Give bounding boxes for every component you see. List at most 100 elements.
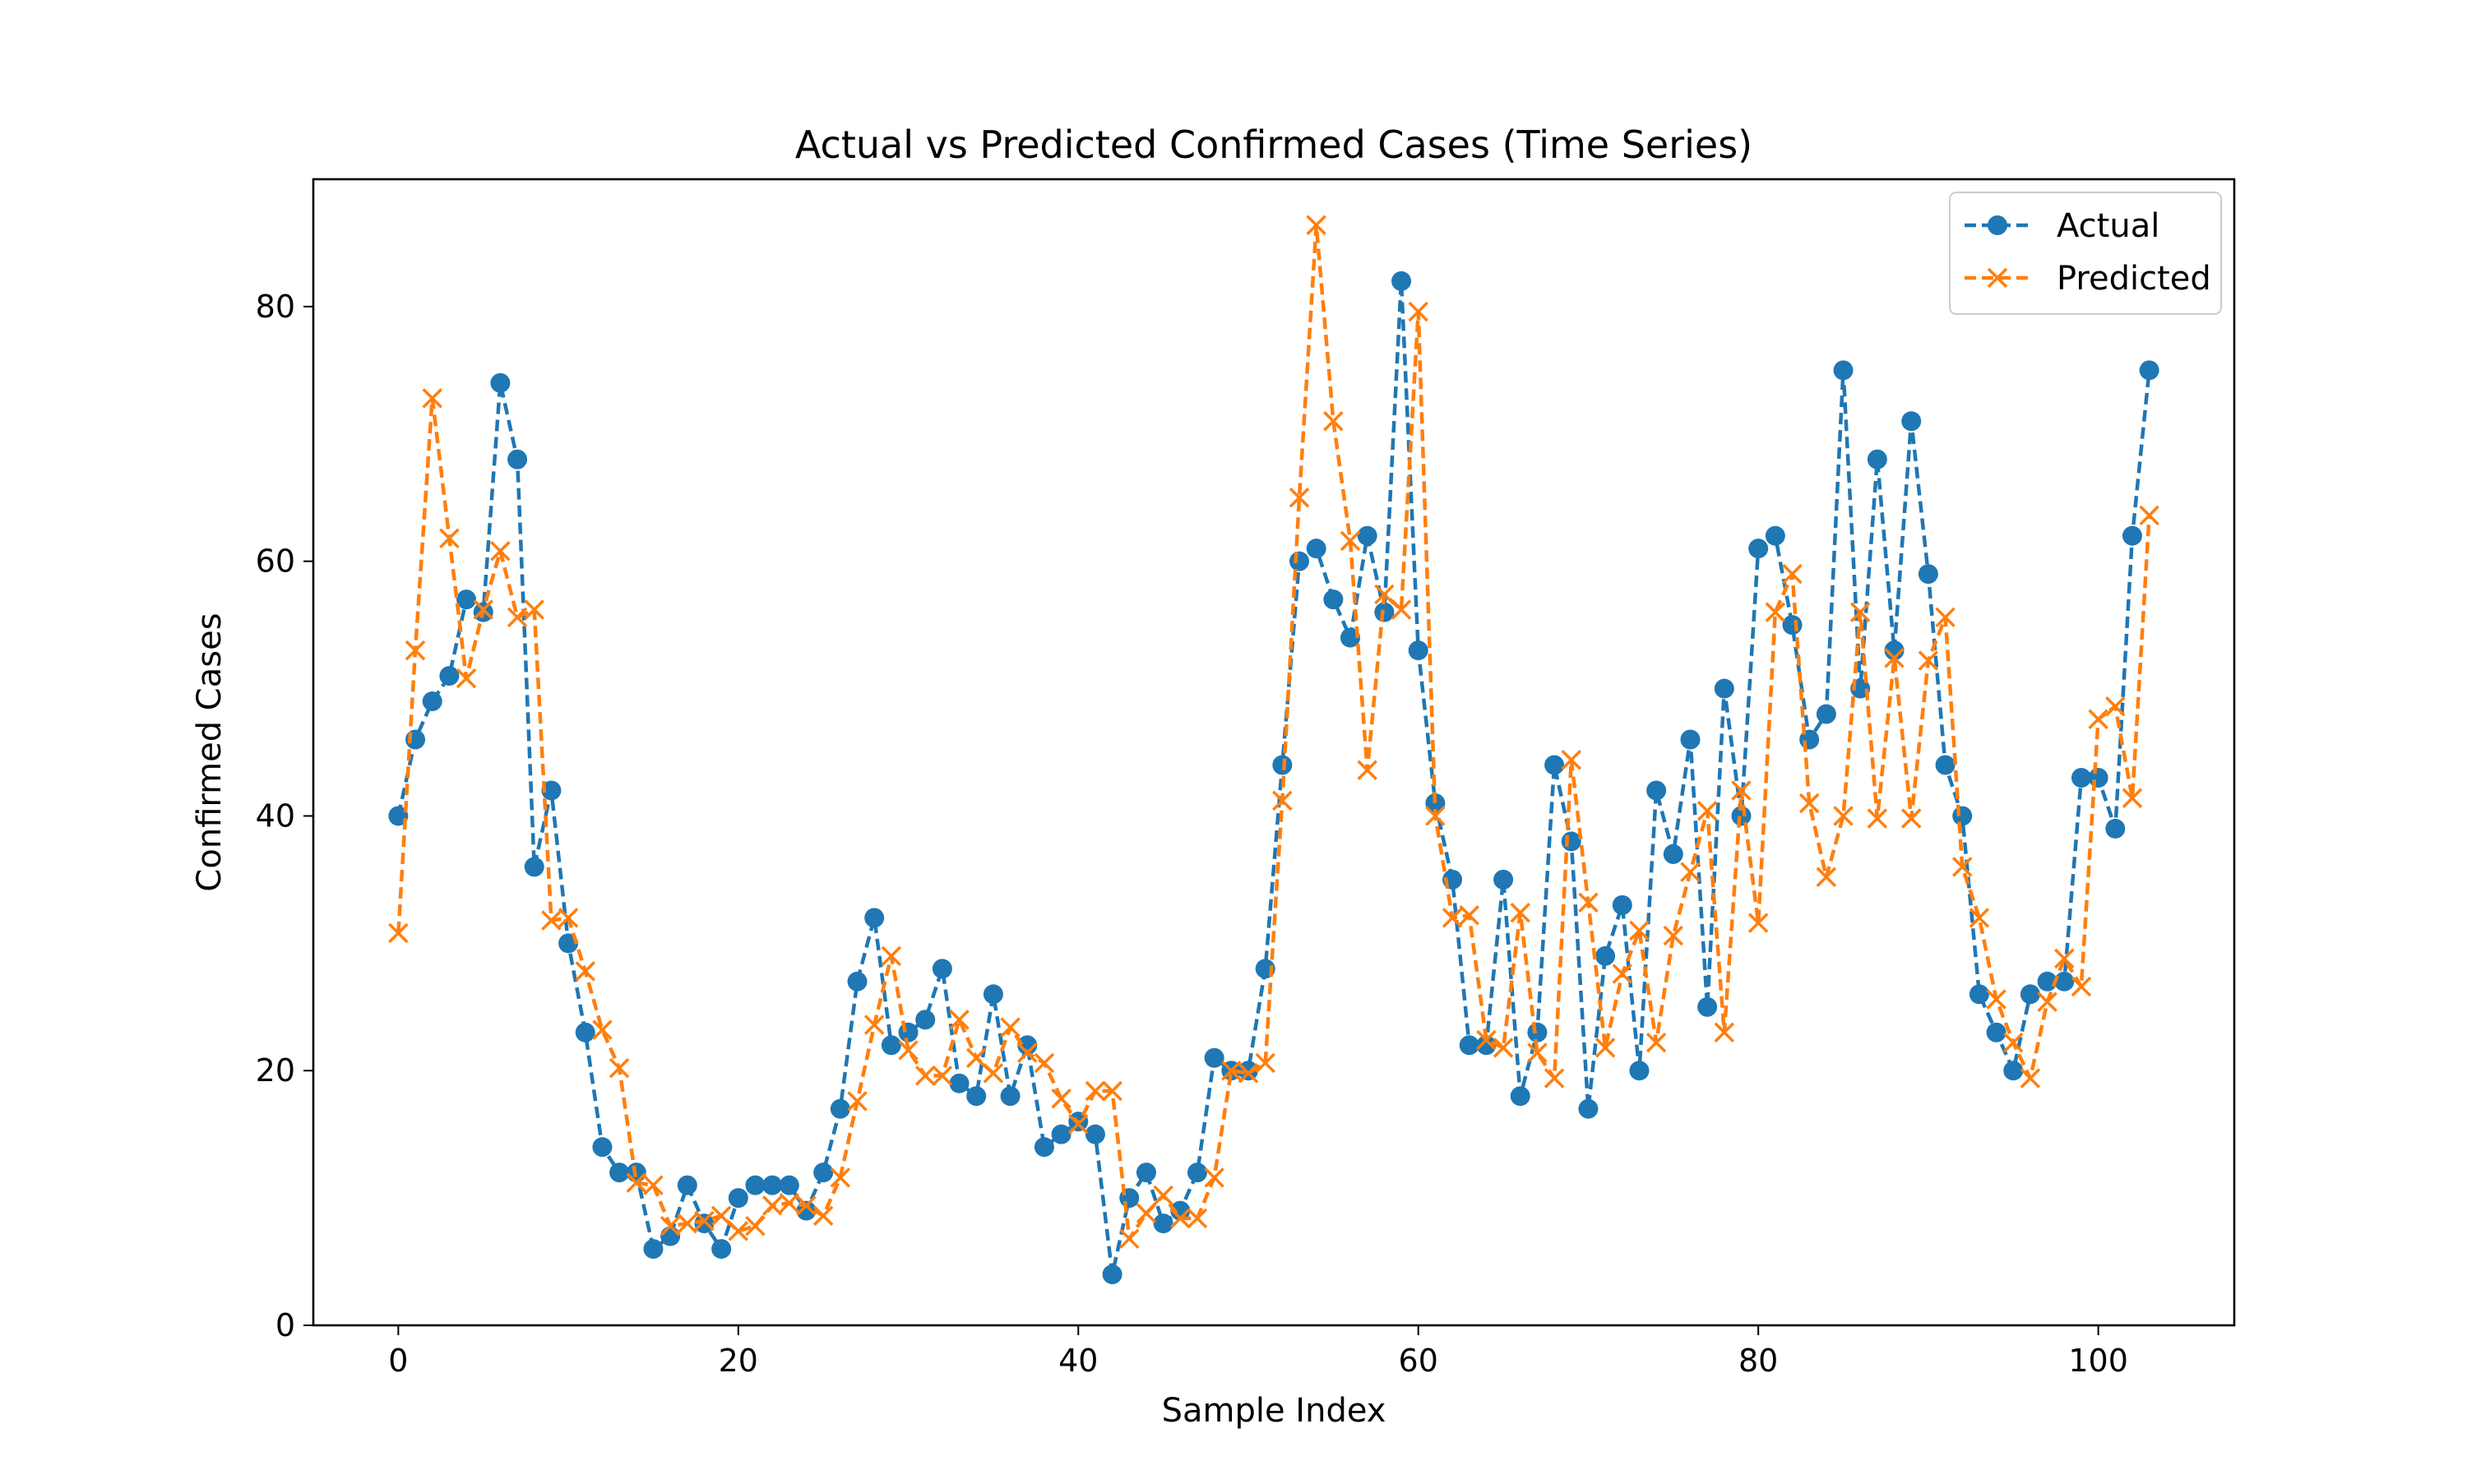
data-point-predicted <box>1119 1228 1140 1249</box>
data-point-actual <box>1935 755 1956 775</box>
data-point-actual <box>524 857 544 877</box>
data-point-predicted <box>932 1066 953 1086</box>
data-point-predicted <box>1102 1080 1122 1102</box>
data-point-actual <box>1884 640 1905 661</box>
plot-frame <box>312 178 2236 1327</box>
data-point-actual <box>1663 844 1683 864</box>
data-point-predicted <box>388 922 409 944</box>
data-point-predicted <box>1561 750 1582 770</box>
data-point-predicted <box>1731 780 1752 801</box>
data-point-predicted <box>1544 1068 1565 1089</box>
data-point-predicted <box>1798 793 1820 814</box>
data-point-predicted <box>2054 948 2075 969</box>
data-point-predicted <box>1952 857 1973 877</box>
data-point-actual <box>2020 984 2040 1005</box>
data-point-predicted <box>728 1221 749 1241</box>
y-tick-label: 60 <box>256 543 295 580</box>
data-point-actual <box>1323 589 1344 610</box>
data-point-predicted <box>949 1010 970 1030</box>
data-point-actual <box>983 984 1003 1005</box>
data-point-predicted <box>1051 1089 1072 1109</box>
y-axis: 0 20 40 60 80 <box>256 289 313 1343</box>
data-point-predicted <box>1255 1052 1275 1074</box>
data-point-actual <box>1272 755 1293 775</box>
data-point-predicted <box>2105 696 2126 717</box>
data-point-actual <box>2071 767 2091 788</box>
data-point-actual <box>490 372 511 393</box>
data-point-predicted <box>914 1066 936 1086</box>
legend-marker <box>1987 267 2008 289</box>
data-point-actual <box>915 1010 936 1030</box>
data-point-actual <box>813 1163 834 1183</box>
data-point-predicted <box>609 1057 630 1079</box>
data-point-predicted <box>1170 1208 1191 1229</box>
data-point-actual <box>864 908 885 928</box>
data-point-actual <box>898 1022 919 1042</box>
data-point-actual <box>1765 525 1785 546</box>
data-point-actual <box>2037 971 2057 992</box>
data-point-actual <box>643 1239 664 1260</box>
data-point-actual <box>847 971 868 992</box>
data-point-actual <box>1306 539 1326 559</box>
data-point-actual <box>1357 525 1377 546</box>
data-point-predicted <box>1221 1060 1242 1081</box>
data-point-actual <box>1561 831 1581 852</box>
y-tick-label: 40 <box>256 797 295 834</box>
data-point-predicted <box>405 640 426 661</box>
data-point-actual <box>439 666 460 687</box>
x-tick-label: 40 <box>1058 1343 1098 1379</box>
data-point-actual <box>1697 996 1718 1017</box>
data-point-predicted <box>1187 1208 1208 1229</box>
data-point-predicted <box>626 1172 647 1193</box>
data-point-predicted <box>1323 411 1344 432</box>
data-point-predicted <box>1136 1203 1157 1223</box>
data-point-actual <box>1969 984 1989 1005</box>
data-point-actual <box>711 1239 732 1260</box>
data-point-predicted <box>745 1215 766 1237</box>
data-point-actual <box>1289 551 1310 571</box>
data-point-predicted <box>1493 1038 1514 1058</box>
data-point-predicted <box>1900 808 1922 829</box>
data-point-predicted <box>422 388 442 409</box>
data-point-actual <box>1000 1086 1021 1107</box>
data-point-predicted <box>2088 709 2108 729</box>
data-point-predicted <box>439 528 460 549</box>
data-point-predicted <box>1969 908 1990 928</box>
data-point-predicted <box>1204 1167 1224 1188</box>
data-point-actual <box>592 1137 613 1158</box>
data-point-actual <box>2003 1061 2024 1081</box>
data-point-predicted <box>983 1063 1004 1084</box>
data-point-predicted <box>779 1193 800 1214</box>
legend-label: Actual <box>2057 207 2159 245</box>
data-point-predicted <box>1935 607 1956 628</box>
y-tick-label: 20 <box>256 1052 295 1089</box>
data-point-actual <box>1731 806 1752 826</box>
data-point-predicted <box>541 910 562 931</box>
data-point-predicted <box>1391 599 1412 620</box>
data-point-actual <box>1833 360 1854 381</box>
data-point-actual <box>1918 564 1938 585</box>
data-point-actual <box>1544 755 1565 775</box>
data-point-actual <box>694 1214 715 1234</box>
data-point-actual <box>1578 1098 1599 1119</box>
data-point-predicted <box>881 945 902 967</box>
data-point-predicted <box>1884 648 1905 668</box>
data-point-actual <box>660 1226 681 1246</box>
legend-box <box>1949 192 2222 315</box>
data-point-actual <box>456 589 477 610</box>
data-point-actual <box>1476 1035 1497 1056</box>
data-point-predicted <box>1645 1032 1667 1053</box>
data-point-actual <box>507 449 528 469</box>
data-point-predicted <box>1527 1042 1548 1063</box>
data-point-predicted <box>1374 584 1395 605</box>
legend-item-predicted: Predicted <box>1965 260 2211 298</box>
data-point-predicted <box>1612 964 1633 984</box>
x-tick-label: 100 <box>2068 1343 2128 1379</box>
data-point-actual <box>422 691 442 712</box>
data-point-actual <box>1510 1086 1530 1107</box>
data-point-predicted <box>1747 913 1769 933</box>
data-point-predicted <box>456 668 477 689</box>
data-point-actual <box>1867 449 1887 469</box>
